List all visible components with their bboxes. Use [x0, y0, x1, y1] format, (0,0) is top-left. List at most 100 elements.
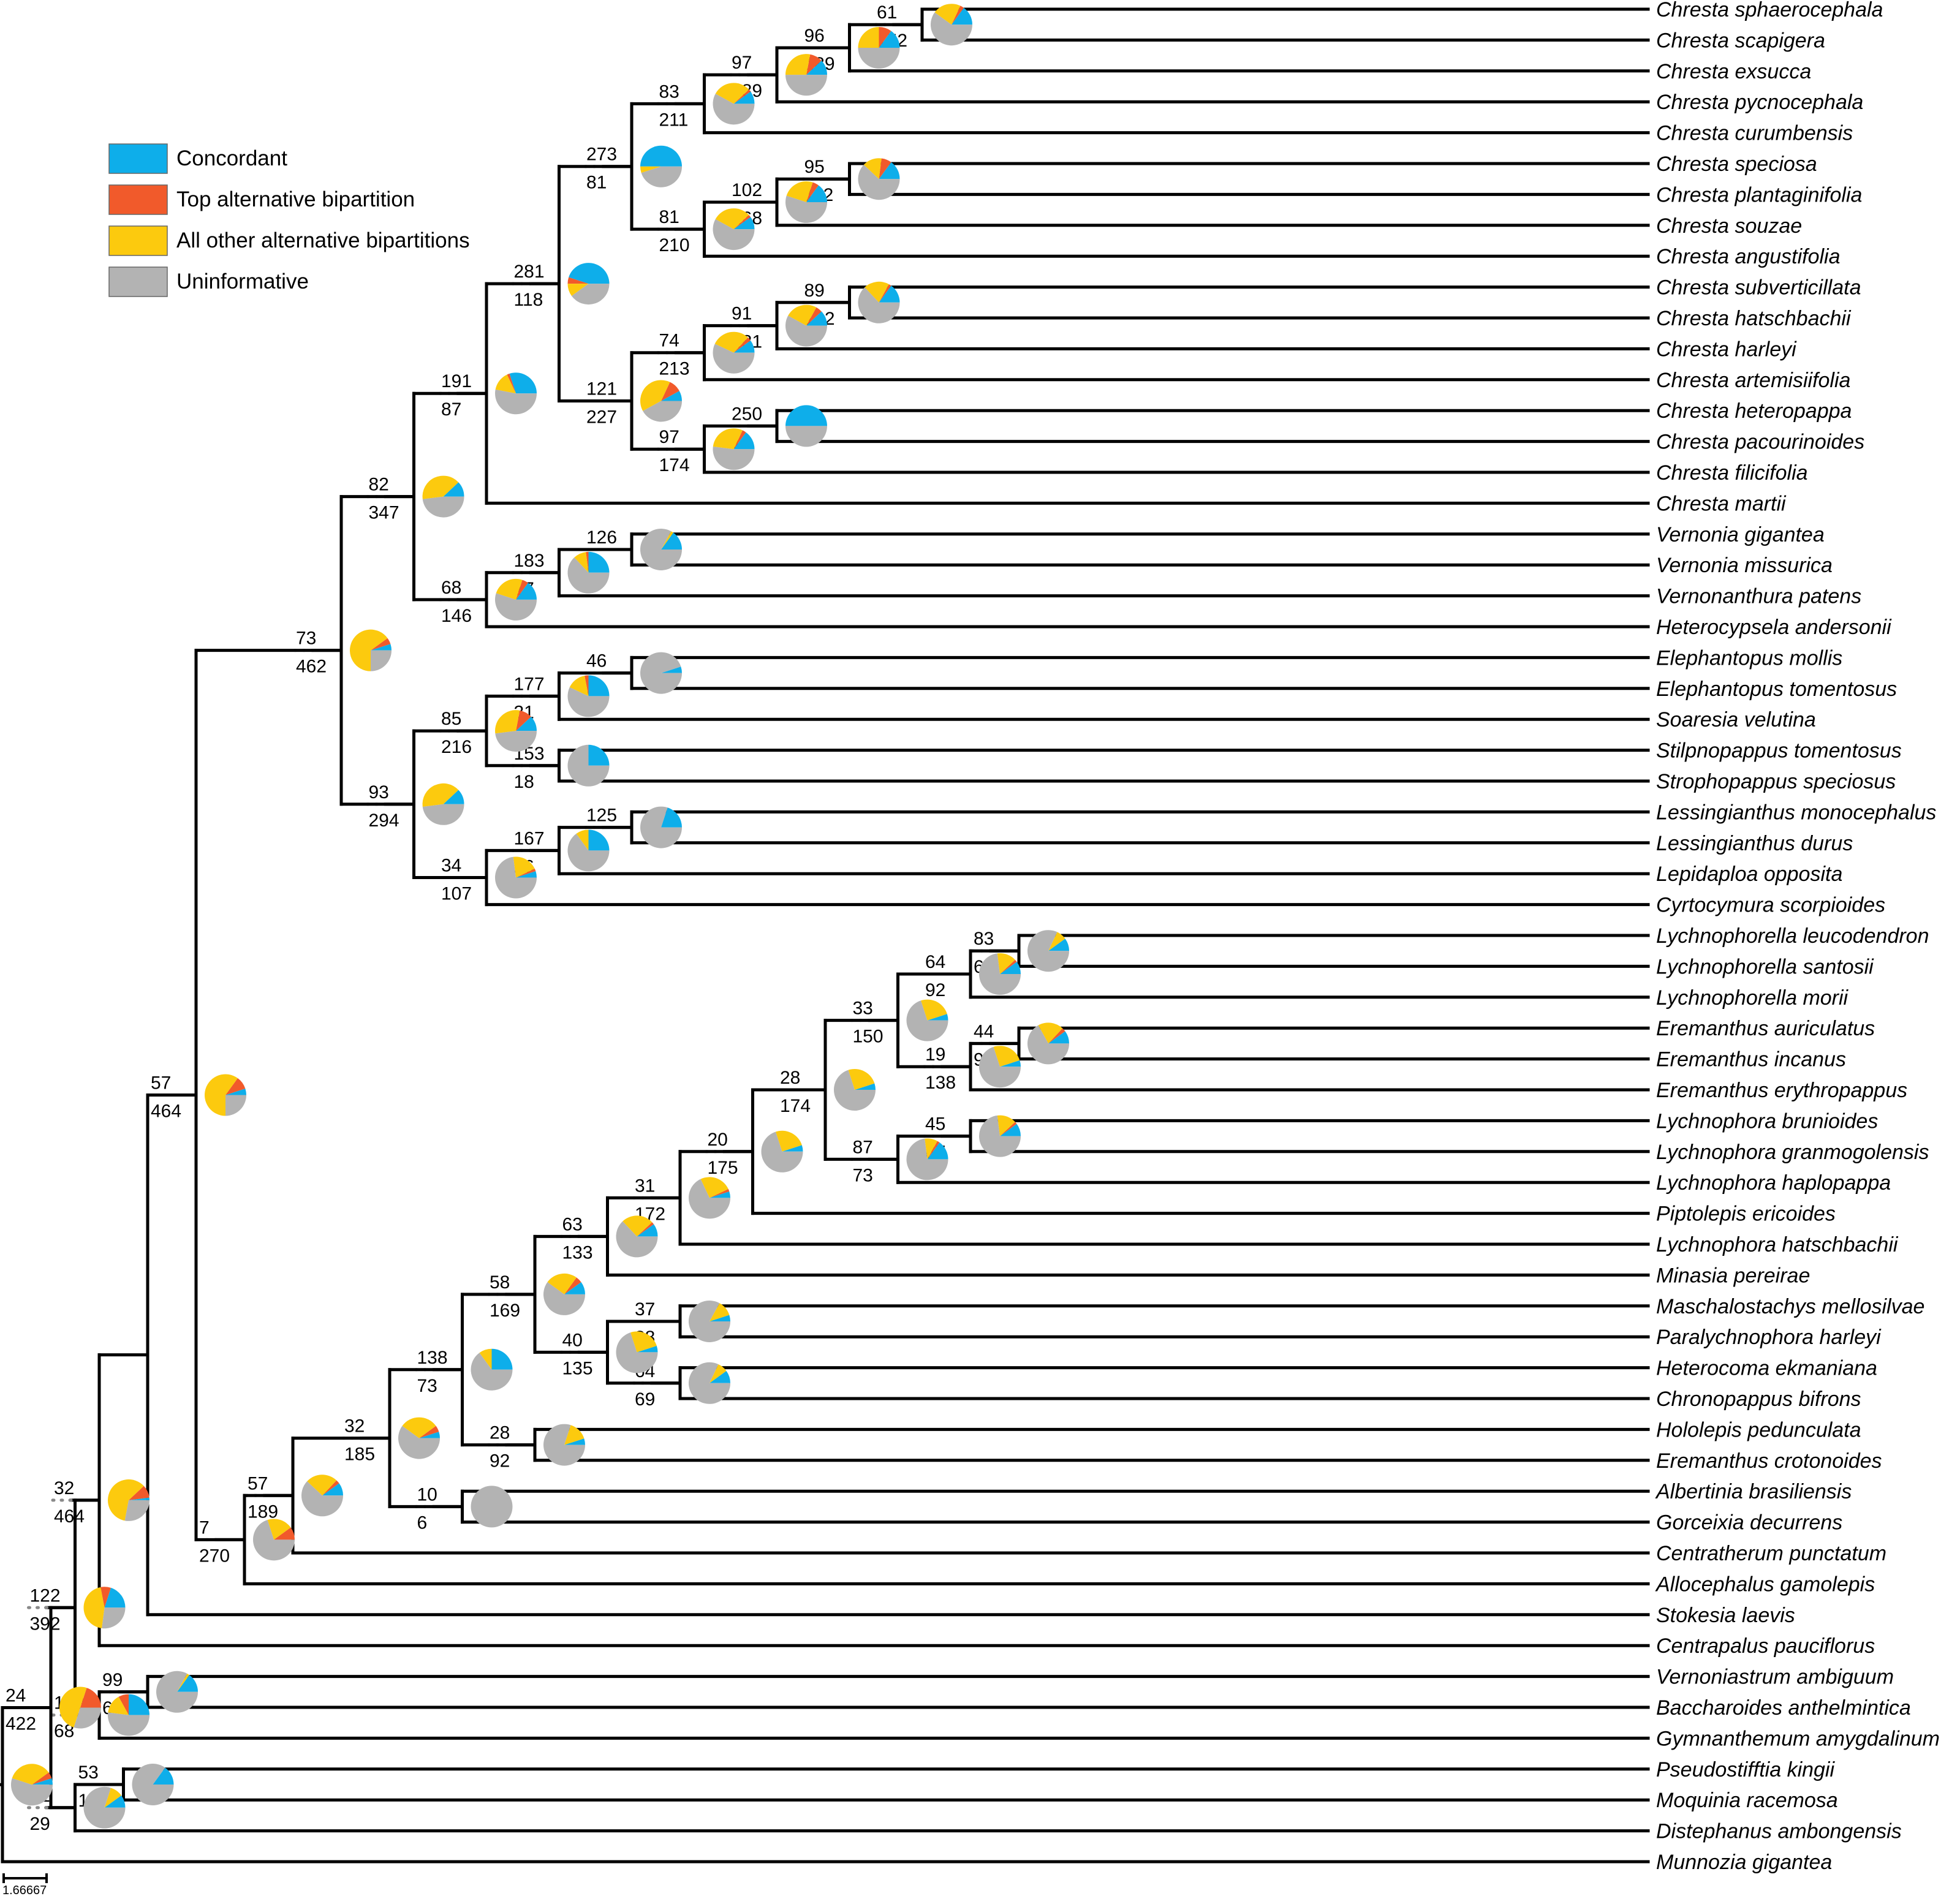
conflicting-count: 138 [925, 1073, 956, 1093]
conflicting-count: 69 [635, 1389, 655, 1410]
pie-slice [398, 1426, 440, 1459]
pie-slice [863, 158, 882, 179]
pie-slice [879, 162, 900, 179]
pie-slice [322, 1483, 343, 1496]
concordant-count: 46 [586, 651, 607, 671]
pie-slice [100, 1587, 112, 1608]
pie-slice [997, 1115, 1015, 1136]
conflicting-count: 87 [441, 399, 461, 420]
taxon-label: Elephantopus tomentosus [1656, 678, 1897, 701]
conflicting-count: 270 [199, 1546, 230, 1566]
pie-slice [443, 482, 464, 497]
conflicting-count: 174 [659, 455, 690, 475]
concordant-count: 191 [441, 371, 472, 391]
concordant-count: 97 [659, 427, 679, 447]
conflicting-count: 29 [30, 1814, 50, 1834]
pie-slice [641, 166, 682, 187]
taxon-label: Chresta pycnocephala [1656, 91, 1863, 114]
pie-slice [516, 580, 528, 600]
concordant-count: 31 [635, 1176, 655, 1196]
pie-slice [709, 1303, 730, 1321]
taxon-label: Eremanthus erythropappus [1656, 1079, 1907, 1102]
taxon-labels: Chresta sphaerocephala Chresta scapigera C… [1655, 0, 1940, 1874]
concordant-count: 33 [853, 999, 873, 1019]
pie-slice [80, 1688, 101, 1708]
pie-slice [806, 54, 822, 75]
pie-slice [516, 710, 531, 731]
taxon-label: Chresta angustifolia [1656, 245, 1841, 268]
pie-slice [32, 1778, 53, 1785]
concordant-count: 20 [708, 1130, 728, 1150]
concordant-count: 96 [804, 26, 825, 46]
pie-slice [713, 428, 743, 450]
legend-swatch [108, 266, 168, 297]
taxon-label: Lychnophora haplopappa [1656, 1171, 1891, 1195]
pie-slice [585, 675, 589, 697]
pie-slice [713, 344, 755, 374]
taxon-label: Heterocoma ekmaniana [1656, 1357, 1877, 1380]
pie-slice [640, 529, 682, 570]
conflicting-count: 18 [514, 772, 534, 792]
taxon-label: Vernonanthura patens [1656, 585, 1861, 608]
pie-slice [571, 284, 610, 305]
concordant-count: 63 [562, 1214, 583, 1234]
taxon-label: Lessingianthus durus [1656, 832, 1853, 855]
taxon-label: Vernonia gigantea [1656, 523, 1825, 546]
taxon-label: Chresta hatschbachii [1656, 307, 1852, 330]
legend-swatch [108, 143, 168, 174]
pie-slice [588, 551, 610, 573]
pie-slice [422, 804, 464, 825]
pie-slice [688, 1362, 730, 1404]
concordant-count: 177 [514, 674, 545, 694]
pie-slice [788, 304, 817, 326]
concordant-count: 95 [804, 157, 825, 177]
conflicting-count: 294 [369, 810, 399, 831]
pie-slice [479, 1348, 492, 1370]
pie-slice [858, 287, 900, 323]
taxon-label: Heterocypsela andersonii [1656, 616, 1892, 639]
pie-slice [1000, 1060, 1021, 1067]
conflicting-count: 81 [586, 173, 607, 193]
pie-slice [402, 1417, 436, 1438]
concordant-count: 125 [586, 806, 617, 826]
pie-slice [1000, 959, 1017, 974]
pie-slice [443, 790, 464, 804]
pie-slice [569, 676, 589, 697]
taxon-label: Baccharoides anthelmintica [1656, 1696, 1911, 1720]
concordant-count: 61 [877, 2, 897, 23]
pie-slice [495, 389, 537, 415]
pie-slice [806, 311, 827, 326]
concordant-count: 122 [30, 1585, 61, 1606]
pie-slice [129, 1486, 149, 1500]
pie-slice [422, 783, 459, 807]
pie-slice [920, 999, 947, 1021]
pie-slice [516, 583, 537, 600]
pie-slice [782, 1145, 803, 1152]
pie-slice [495, 856, 537, 899]
pie-slice [785, 426, 827, 447]
pie-slice [564, 1277, 581, 1294]
conflicting-count: 146 [441, 606, 472, 626]
pie-slice [1048, 1028, 1065, 1044]
pie-slice [322, 1480, 339, 1496]
taxon-label: Hololepis pedunculata [1656, 1418, 1861, 1441]
pie-slice [547, 1273, 577, 1294]
pie-slice [274, 1527, 295, 1540]
pie-slice [879, 285, 900, 303]
pie-slice [637, 1224, 658, 1237]
scale-bar-label: 1.66667 [2, 1884, 47, 1896]
pie-slice [1048, 939, 1069, 951]
pie-slice [471, 1486, 513, 1528]
concordant-count: 53 [78, 1762, 99, 1783]
taxon-label: Albertinia brasiliensis [1655, 1480, 1852, 1503]
concordant-count: 64 [925, 952, 945, 972]
taxon-label: Minasia pereirae [1656, 1264, 1810, 1287]
pie-slice [786, 181, 813, 202]
pie-slice [733, 340, 755, 353]
pie-slice [252, 1520, 295, 1561]
pie-slice [640, 806, 682, 848]
taxon-label: Paralychnophora harleyi [1656, 1326, 1882, 1349]
pie-slice [495, 593, 537, 621]
legend: Concordant Top alternative bipartition All… [108, 143, 470, 297]
conflicting-count: 422 [6, 1714, 36, 1734]
